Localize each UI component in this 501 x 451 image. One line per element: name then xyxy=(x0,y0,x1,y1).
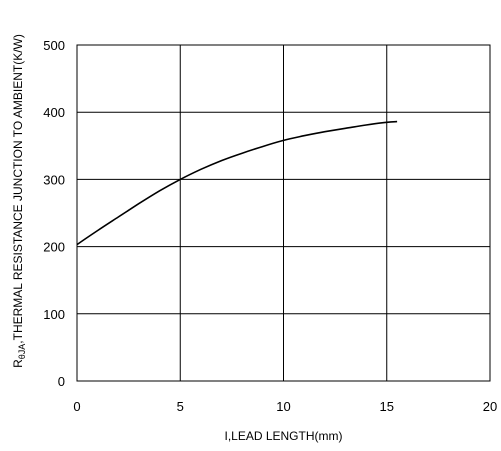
x-tick-label: 5 xyxy=(177,399,184,414)
series-line xyxy=(76,120,398,246)
y-tick-label: 400 xyxy=(43,105,65,120)
plot-frame xyxy=(76,44,491,382)
x-axis-title: I,LEAD LENGTH(mm) xyxy=(224,429,342,443)
y-tick-label: 200 xyxy=(43,240,65,255)
x-tick-label: 20 xyxy=(483,399,497,414)
y-tick-label: 300 xyxy=(43,172,65,187)
y-tick-label: 500 xyxy=(43,38,65,53)
x-tick-label: 0 xyxy=(73,399,80,414)
y-axis-title-main: R xyxy=(11,359,25,368)
y-tick-label: 100 xyxy=(43,307,65,322)
y-axis-title-subscript: θJA xyxy=(17,344,27,360)
y-tick-label: 0 xyxy=(58,374,65,389)
y-axis-title: RθJA,THERMAL RESISTANCE JUNCTION TO AMBI… xyxy=(11,34,27,368)
grid-layer xyxy=(76,44,491,382)
x-tick-label: 10 xyxy=(276,399,290,414)
y-axis-title-rest: ,THERMAL RESISTANCE JUNCTION TO AMBIENT(… xyxy=(11,34,25,344)
x-tick-label: 15 xyxy=(380,399,394,414)
